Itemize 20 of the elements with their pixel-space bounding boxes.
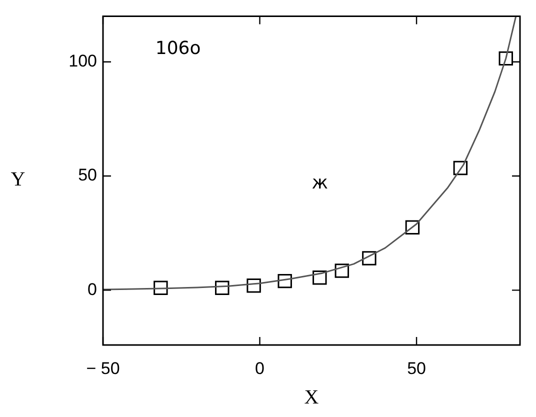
point xyxy=(246,278,261,293)
point xyxy=(278,274,292,288)
point xyxy=(453,160,468,176)
y-tick-label: 0 xyxy=(88,280,97,299)
point xyxy=(498,51,514,66)
point xyxy=(362,251,376,266)
y-tick-label: 50 xyxy=(78,166,97,185)
annotation: 106o xyxy=(155,38,201,59)
annotation: ж xyxy=(312,172,328,194)
point xyxy=(334,264,350,278)
point xyxy=(154,280,168,296)
y-tick-label: 100 xyxy=(68,52,97,71)
point xyxy=(215,280,230,296)
y-axis-title: Y xyxy=(10,168,26,190)
x-tick-label: 0 xyxy=(255,358,264,378)
x-tick-label: 50 xyxy=(407,358,426,378)
x-tick-label: − 50 xyxy=(86,358,120,378)
point xyxy=(312,270,327,285)
x-axis-title: X xyxy=(304,386,320,408)
point xyxy=(405,220,420,235)
